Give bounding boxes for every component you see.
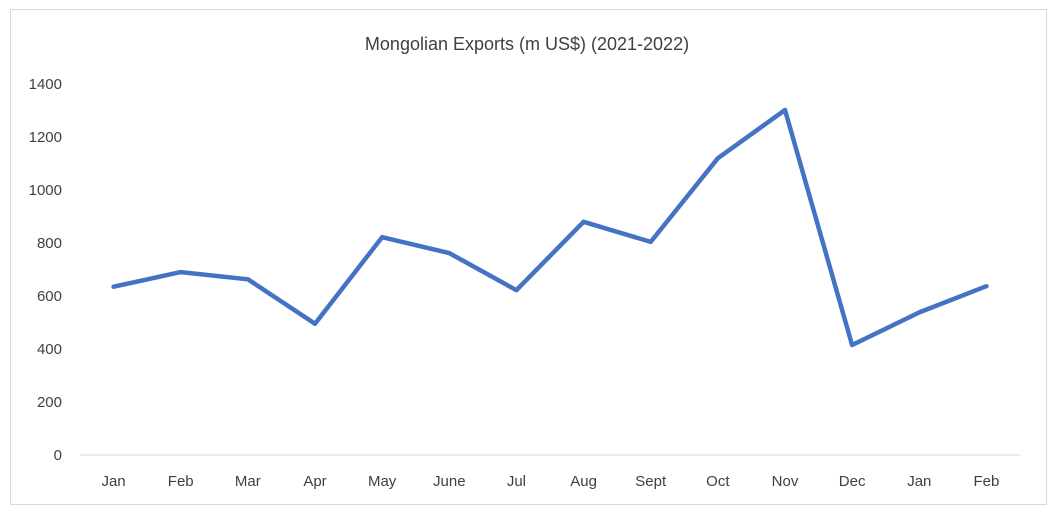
y-tick-label: 0: [54, 447, 62, 464]
series-line: [111, 107, 989, 348]
x-tick-label: June: [433, 473, 466, 490]
x-tick-label: Feb: [973, 473, 999, 490]
x-tick-label: Jul: [507, 473, 526, 490]
data-point: [111, 284, 116, 289]
y-tick-label: 800: [37, 235, 62, 252]
y-axis-ticks: 0 200 400 600 800 1000 1200 1400: [29, 76, 62, 464]
y-tick-label: 1000: [29, 182, 62, 199]
x-tick-label: Feb: [168, 473, 194, 490]
chart-frame: [10, 9, 1047, 505]
data-point: [514, 288, 519, 293]
y-tick-label: 600: [37, 288, 62, 305]
data-point: [581, 219, 586, 224]
x-tick-label: Jan: [101, 473, 125, 490]
x-tick-label: Sept: [635, 473, 667, 490]
data-point: [783, 107, 787, 112]
data-point: [648, 239, 653, 244]
x-tick-label: Apr: [303, 473, 326, 490]
x-tick-label: Aug: [570, 473, 597, 490]
series-group: [111, 107, 989, 348]
x-tick-label: Nov: [772, 473, 799, 490]
data-point: [715, 156, 720, 161]
data-point: [245, 277, 250, 282]
x-tick-label: Mar: [235, 473, 261, 490]
x-tick-label: Oct: [706, 473, 730, 490]
data-point: [380, 235, 385, 240]
y-tick-label: 1400: [29, 76, 62, 93]
y-tick-label: 1200: [29, 129, 62, 146]
data-point: [917, 310, 922, 315]
data-point: [178, 270, 183, 275]
y-tick-label: 400: [37, 341, 62, 358]
chart-title: Mongolian Exports (m US$) (2021-2022): [365, 34, 689, 54]
x-tick-label: Jan: [907, 473, 931, 490]
data-point: [447, 251, 452, 256]
data-point: [313, 321, 317, 326]
y-tick-label: 200: [37, 394, 62, 411]
data-point: [850, 343, 855, 348]
x-axis-ticks: Jan Feb Mar Apr May June Jul Aug Sept Oct Nov Dec Ja…: [101, 473, 999, 490]
x-tick-label: Dec: [839, 473, 866, 490]
data-point: [984, 284, 989, 289]
x-tick-label: May: [368, 473, 397, 490]
